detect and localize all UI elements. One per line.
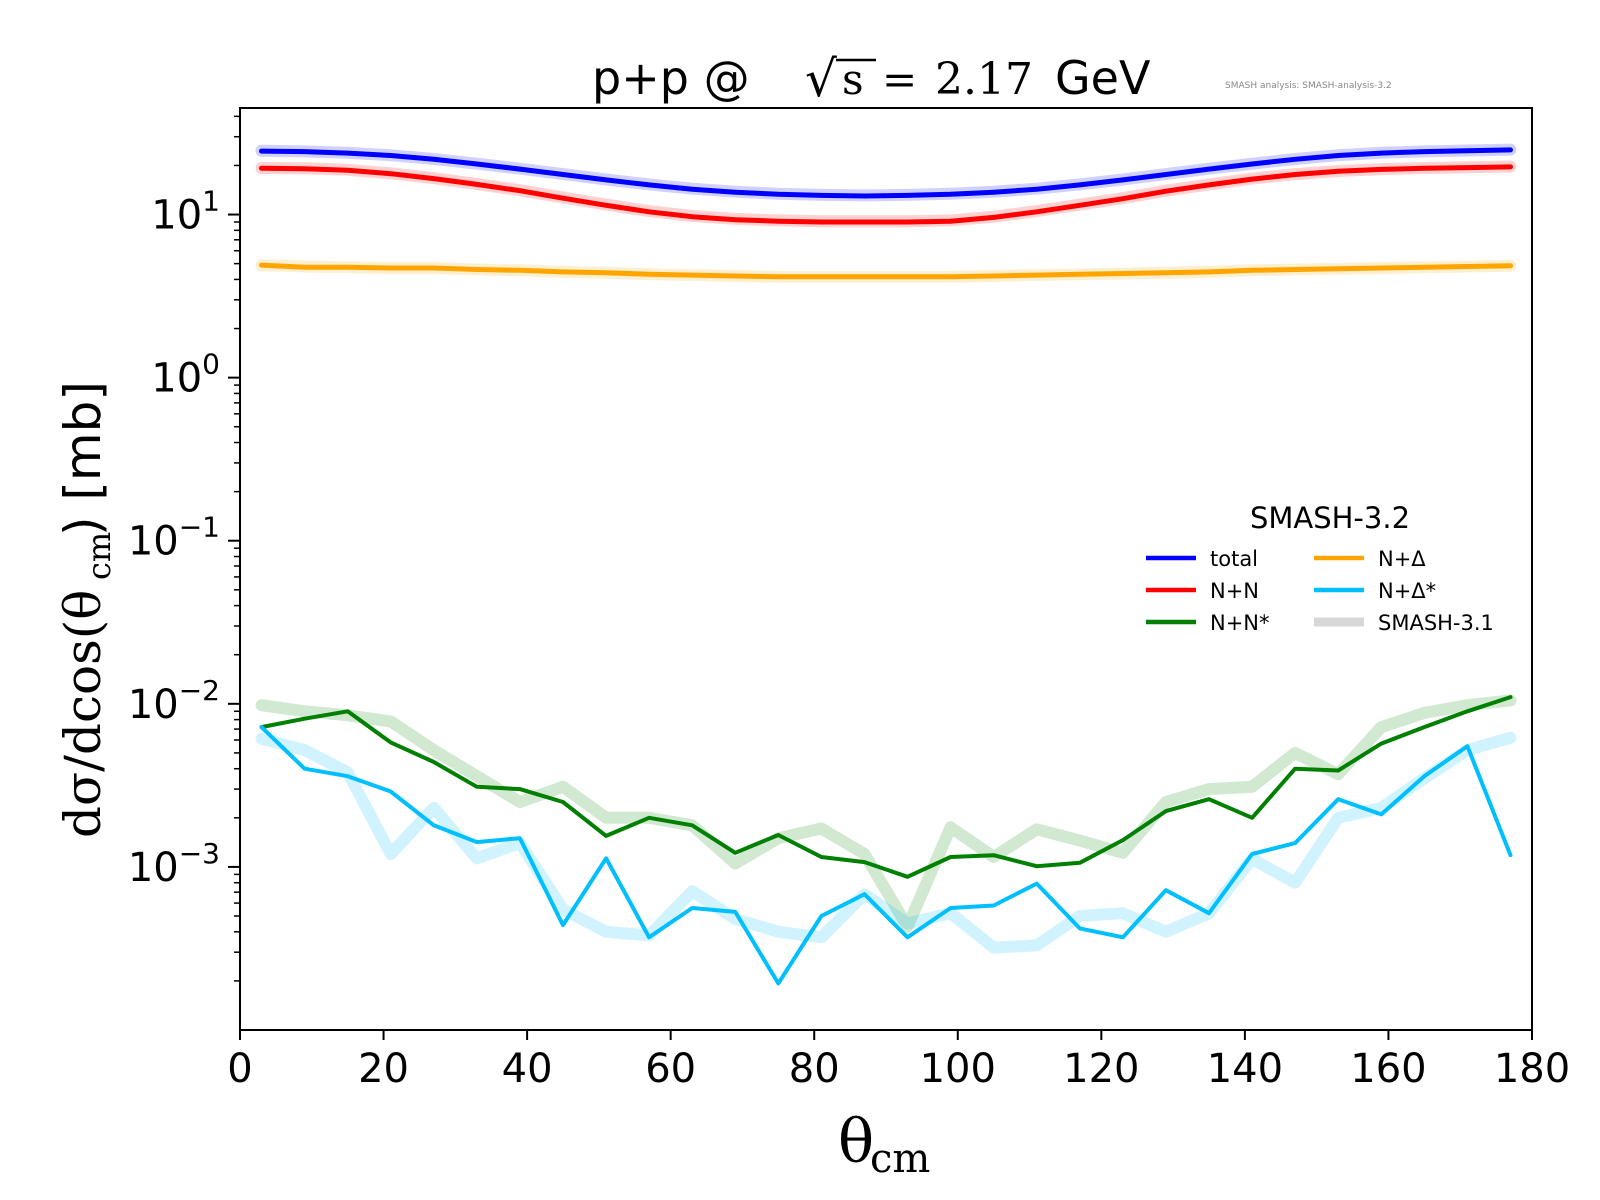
series-line-n-n-star bbox=[259, 695, 1513, 879]
legend-label-n-delta-star: N+Δ* bbox=[1378, 579, 1436, 603]
series-line-n-delta-star bbox=[259, 725, 1513, 986]
reference-band-5 bbox=[255, 731, 1517, 954]
x-tick-label: 120 bbox=[1063, 1046, 1139, 1092]
legend-label-total: total bbox=[1210, 547, 1258, 571]
x-tick-label: 180 bbox=[1494, 1046, 1570, 1092]
x-tick-label: 80 bbox=[789, 1046, 840, 1092]
x-tick-label: 40 bbox=[502, 1046, 553, 1092]
title-sqrt-arg: s bbox=[842, 55, 864, 104]
reference-band-4 bbox=[255, 694, 1517, 933]
x-axis-label: θ cm bbox=[838, 1107, 930, 1182]
x-axis-label-main: θ bbox=[838, 1107, 874, 1177]
legend-title: SMASH-3.2 bbox=[1250, 501, 1410, 535]
y-tick-label: 100 bbox=[151, 348, 220, 402]
legend-label-n-n-star: N+N* bbox=[1210, 611, 1270, 635]
y-axis-ticks: 101 100 10−1 10−2 10−3 bbox=[128, 115, 240, 982]
title-prefix: p+p @ bbox=[592, 51, 750, 105]
title-energy: 2.17 bbox=[935, 54, 1033, 105]
legend-label-n-n: N+N bbox=[1210, 579, 1259, 603]
y-tick-label: 10−1 bbox=[128, 511, 220, 565]
watermark: SMASH analysis: SMASH-analysis-3.2 bbox=[1225, 81, 1392, 91]
x-axis-label-sub: cm bbox=[870, 1136, 930, 1182]
series-line-n-delta bbox=[259, 262, 1513, 280]
x-tick-label: 60 bbox=[645, 1046, 696, 1092]
y-tick-label: 10−3 bbox=[128, 837, 220, 891]
y-axis-label-a: dσ/dcos(θ bbox=[54, 590, 112, 838]
plot-frame bbox=[239, 107, 1533, 1031]
x-axis-ticks: 0 20 40 60 80 100 120 140 160 180 bbox=[227, 1030, 1570, 1092]
y-axis-label: dσ/dcos(θ cm ) [mb] bbox=[54, 381, 118, 838]
title-sqrt-sign: √ bbox=[805, 50, 837, 108]
x-tick-label: 160 bbox=[1350, 1046, 1426, 1092]
y-axis-label-sub: cm bbox=[80, 532, 118, 580]
x-tick-label: 100 bbox=[920, 1046, 996, 1092]
x-tick-label: 140 bbox=[1207, 1046, 1283, 1092]
title-unit: GeV bbox=[1055, 51, 1151, 105]
y-tick-label: 101 bbox=[151, 185, 220, 239]
x-tick-label: 20 bbox=[358, 1046, 409, 1092]
series-line-total bbox=[259, 147, 1513, 199]
x-tick-label: 0 bbox=[227, 1046, 252, 1092]
series-curves bbox=[259, 147, 1513, 986]
legend-label-n-delta: N+Δ bbox=[1378, 547, 1426, 571]
series-line-n-n bbox=[259, 164, 1513, 225]
title-equals: = bbox=[882, 55, 917, 104]
legend: SMASH-3.2 total N+Δ N+N N+Δ* N+N* SMASH-3.1 bbox=[1146, 501, 1494, 635]
y-tick-label: 10−2 bbox=[128, 674, 220, 728]
legend-label-smash-3-1: SMASH-3.1 bbox=[1378, 611, 1494, 635]
y-axis-label-b: ) [mb] bbox=[54, 381, 112, 536]
chart-title: p+p @ √ s = 2.17 GeV bbox=[592, 50, 1151, 108]
